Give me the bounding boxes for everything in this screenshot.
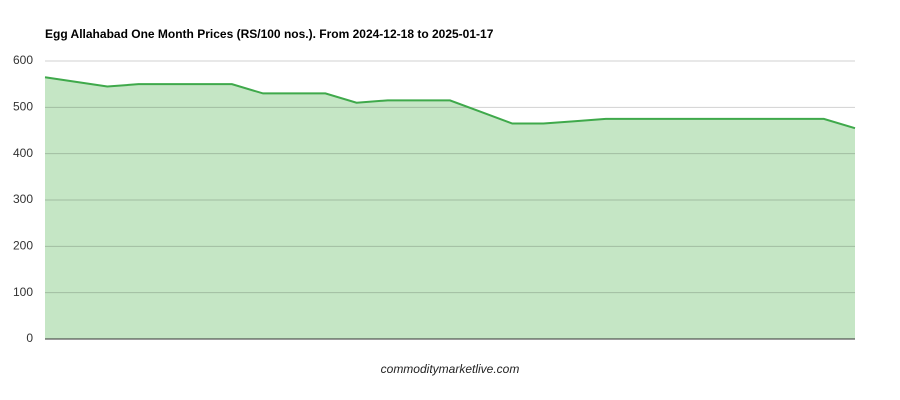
y-tick-label: 200 — [13, 239, 33, 253]
y-tick-label: 600 — [13, 53, 33, 67]
y-tick-label: 500 — [13, 100, 33, 114]
source: commoditymarketlive.com — [381, 362, 520, 376]
line — [44, 76, 856, 130]
y-tick-label: 100 — [13, 285, 33, 299]
area-fill — [45, 77, 855, 339]
plot-area — [44, 60, 856, 340]
chart-title: Egg Allahabad One Month Prices (RS/100 n… — [45, 27, 494, 41]
y-tick-label: 400 — [13, 146, 33, 160]
y-tick-label: 300 — [13, 192, 33, 206]
y-tick-label: 0 — [26, 331, 33, 345]
